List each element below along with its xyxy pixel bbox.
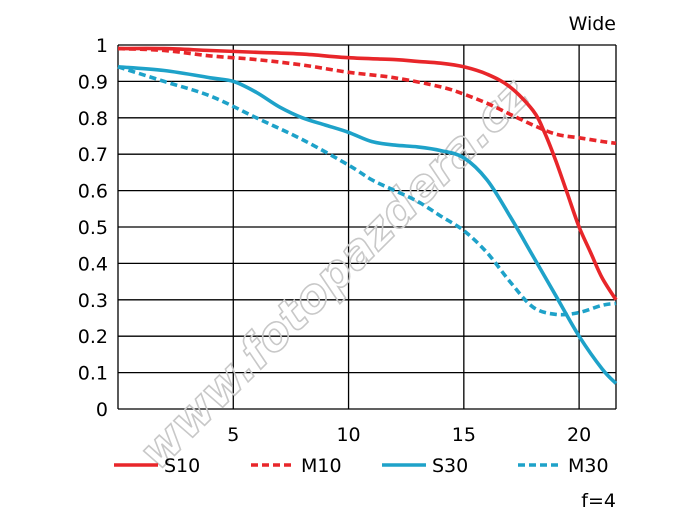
- aperture-label: f=4: [581, 490, 616, 512]
- y-tick-label: 0.1: [78, 363, 108, 385]
- x-tick-label: 20: [567, 424, 591, 446]
- y-tick-label: 0.7: [78, 144, 108, 166]
- y-tick-label: 1: [96, 35, 108, 57]
- y-tick-labels: 0 0.1 0.2 0.3 0.4 0.5 0.6 0.7 0.8 0.9 1: [78, 35, 108, 421]
- y-tick-label: 0.3: [78, 290, 108, 312]
- watermark-text: www.fotopazdera.cz: [128, 68, 539, 479]
- chart-title: Wide: [569, 13, 616, 35]
- y-tick-label: 0.4: [78, 253, 108, 275]
- legend-label: S10: [164, 455, 200, 477]
- watermark: www.fotopazdera.cz: [127, 67, 540, 480]
- legend-label: M10: [301, 455, 342, 477]
- y-tick-label: 0.5: [78, 217, 108, 239]
- x-tick-labels: 5 10 15 20: [227, 424, 591, 446]
- legend-item-s10: S10: [114, 455, 200, 477]
- y-tick-label: 0.8: [78, 108, 108, 130]
- x-tick-label: 10: [336, 424, 360, 446]
- series-line-s30: [117, 65, 618, 385]
- legend-item-m10: M10: [251, 455, 342, 477]
- x-tick-label: 15: [452, 424, 476, 446]
- series-line-m30: [117, 65, 617, 317]
- series-line-s10: [117, 46, 618, 301]
- legend-item-s30: S30: [382, 455, 468, 477]
- series-line-m10: [117, 46, 617, 146]
- legend-item-m30: M30: [518, 455, 609, 477]
- grid: [117, 44, 617, 410]
- legend: S10 M10 S30 M30: [114, 455, 609, 477]
- legend-label: M30: [568, 455, 609, 477]
- y-tick-label: 0: [96, 399, 108, 421]
- y-tick-label: 0.6: [78, 181, 108, 203]
- y-tick-label: 0.9: [78, 71, 108, 93]
- series-lines: [117, 46, 618, 385]
- legend-label: S30: [432, 455, 468, 477]
- x-tick-label: 5: [227, 424, 239, 446]
- y-tick-label: 0.2: [78, 326, 108, 348]
